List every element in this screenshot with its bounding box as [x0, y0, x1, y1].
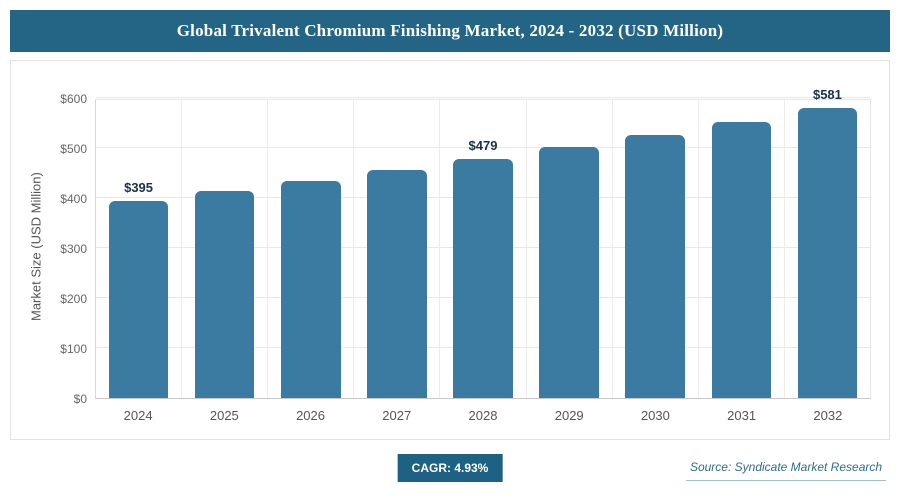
bar-2026[interactable]: [280, 181, 341, 398]
chart-title: Global Trivalent Chromium Finishing Mark…: [176, 21, 724, 40]
bar-2032[interactable]: [797, 107, 858, 398]
y-axis-ticks: $0 $100 $200 $300 $400 $500 $600: [47, 92, 95, 406]
bar-cell: $395: [96, 100, 181, 398]
bar-cell: [525, 100, 612, 398]
bar-2029[interactable]: [539, 147, 599, 398]
bar-2031[interactable]: [711, 121, 772, 398]
y-tick-label: $400: [60, 192, 87, 206]
bar-cell: $479: [439, 100, 525, 398]
y-tick-label: $600: [60, 92, 87, 106]
x-tick-label: 2028: [468, 408, 498, 423]
y-tick-label: $500: [60, 142, 87, 156]
y-tick-label: $100: [60, 342, 87, 356]
bar-2025[interactable]: [194, 191, 255, 398]
bar-2027[interactable]: [367, 170, 427, 398]
chart-footer: CAGR: 4.93% Source: Syndicate Market Res…: [10, 442, 890, 500]
source-note: Source: Syndicate Market Research: [686, 460, 886, 481]
bar-chart: $0 $100 $200 $300 $400 $500 $600 $395 $479 $581 …: [47, 85, 871, 429]
y-axis-label: Market Size (USD Million): [28, 172, 44, 322]
gridline: [96, 97, 870, 98]
y-tick-label: $300: [60, 242, 87, 256]
plot-area: $395 $479 $581: [95, 87, 871, 399]
x-tick-label: 2027: [382, 408, 412, 423]
x-tick-label: 2029: [554, 408, 584, 423]
bar-2030[interactable]: [625, 134, 685, 398]
bar-value-label: $581: [812, 86, 842, 102]
bar-2024[interactable]: [108, 200, 169, 398]
x-tick-label: 2031: [727, 408, 757, 423]
x-tick-label: 2024: [123, 408, 153, 423]
x-tick-label: 2032: [813, 408, 843, 423]
bar-2028[interactable]: [453, 158, 513, 398]
bar-cell: [267, 100, 353, 398]
bar-cell: [353, 100, 439, 398]
y-tick-label: $0: [73, 392, 87, 406]
x-tick-label: 2025: [209, 408, 239, 423]
bar-cell: [611, 100, 698, 398]
bar-value-label: $479: [468, 137, 498, 153]
x-tick-label: 2026: [296, 408, 325, 423]
gridline: [96, 147, 870, 148]
bar-cell: $581: [783, 87, 870, 398]
chart-title-banner: Global Trivalent Chromium Finishing Mark…: [10, 10, 890, 52]
bar-cell: [181, 100, 267, 398]
chart-card: Market Size (USD Million) $0 $100 $200 $300…: [10, 60, 890, 440]
bar-value-label: $395: [124, 179, 154, 195]
y-tick-label: $200: [60, 292, 87, 306]
x-axis-labels: 2024 2025 2026 2027 2028 2029 2030 2031 2032: [95, 399, 871, 429]
bar-cell: [697, 100, 784, 398]
x-tick-label: 2030: [640, 408, 670, 423]
plot-wrap: $395 $479 $581 2024 2025 2026 2027 2028 2029 203…: [95, 87, 871, 429]
cagr-badge: CAGR: 4.93%: [397, 454, 503, 482]
